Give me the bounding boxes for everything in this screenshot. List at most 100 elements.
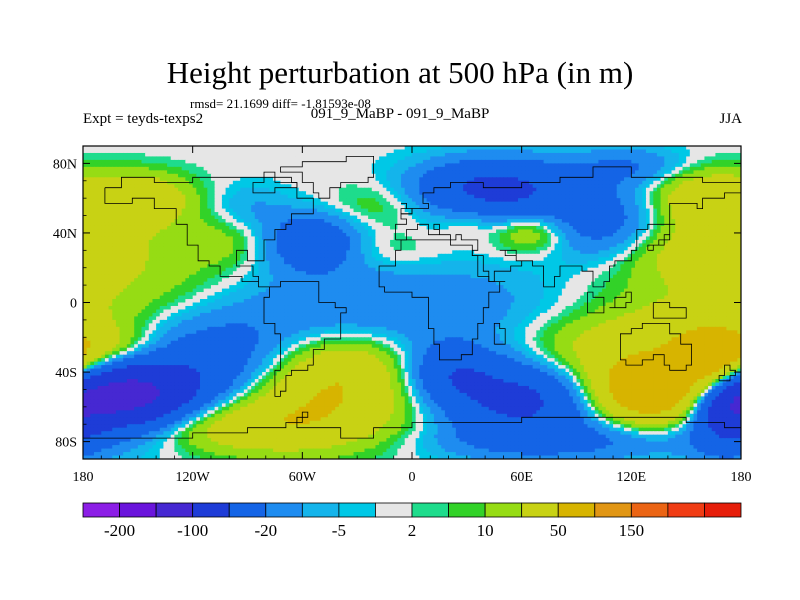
field-cell xyxy=(634,180,640,185)
field-cell xyxy=(284,232,289,238)
field-cell xyxy=(528,198,534,203)
field-cell xyxy=(452,149,457,154)
field-cell xyxy=(86,229,91,234)
field-cell xyxy=(214,173,219,178)
field-cell xyxy=(262,225,267,231)
field-cell xyxy=(145,184,150,189)
field-cell xyxy=(558,236,563,241)
field-cell xyxy=(510,177,515,182)
field-cell xyxy=(525,239,530,244)
field-cell xyxy=(115,225,121,231)
field-cell xyxy=(218,149,223,154)
field-cell xyxy=(210,212,216,217)
field-cell xyxy=(196,198,201,203)
field-cell xyxy=(214,205,219,210)
field-cell xyxy=(441,166,446,171)
field-cell xyxy=(141,146,146,151)
field-cell xyxy=(189,225,194,231)
field-cell xyxy=(620,208,625,213)
field-cell xyxy=(156,219,161,224)
field-cell xyxy=(258,156,263,161)
field-cell xyxy=(287,198,292,203)
field-cell xyxy=(371,177,377,182)
field-cell xyxy=(112,163,117,168)
field-cell xyxy=(309,194,314,199)
field-cell xyxy=(331,194,336,199)
field-cell xyxy=(521,152,526,158)
field-cell xyxy=(496,194,501,199)
field-cell xyxy=(624,229,629,234)
field-cell xyxy=(137,149,143,154)
field-cell xyxy=(218,198,223,203)
field-cell xyxy=(119,198,124,203)
field-cell xyxy=(737,163,741,168)
field-cell xyxy=(309,163,314,168)
field-cell xyxy=(86,222,91,227)
field-cell xyxy=(148,236,154,241)
field-cell xyxy=(93,239,99,244)
field-cell xyxy=(708,229,713,234)
field-cell xyxy=(481,159,486,164)
field-cell xyxy=(163,149,168,154)
field-cell xyxy=(148,173,154,178)
field-cell xyxy=(587,180,592,185)
field-cell xyxy=(631,205,636,210)
field-cell xyxy=(455,146,461,151)
field-cell xyxy=(664,219,669,224)
field-cell xyxy=(196,191,201,196)
field-cell xyxy=(199,163,205,168)
field-cell xyxy=(422,208,428,213)
field-cell xyxy=(580,194,585,199)
field-cell xyxy=(218,163,223,168)
field-cell xyxy=(104,239,110,244)
field-cell xyxy=(704,222,709,227)
field-cell xyxy=(280,156,285,161)
field-cell xyxy=(130,149,135,154)
field-cell xyxy=(156,208,161,213)
field-cell xyxy=(569,163,574,168)
field-cell xyxy=(419,146,424,151)
field-cell xyxy=(470,159,475,164)
field-cell xyxy=(547,163,552,168)
field-cell xyxy=(444,229,450,234)
field-cell xyxy=(181,170,186,175)
field-cell xyxy=(510,208,515,213)
field-cell xyxy=(481,166,486,171)
field-cell xyxy=(426,208,431,213)
field-cell xyxy=(240,170,245,175)
field-cell xyxy=(576,152,581,158)
field-cell xyxy=(722,184,727,189)
field-cell xyxy=(598,184,603,189)
field-cell xyxy=(470,187,475,192)
field-cell xyxy=(565,163,570,168)
field-cell xyxy=(349,194,355,199)
field-cell xyxy=(591,215,596,220)
field-cell xyxy=(470,229,475,234)
field-cell xyxy=(251,146,256,151)
field-cell xyxy=(207,191,212,196)
field-cell xyxy=(521,232,526,238)
field-cell xyxy=(459,184,464,189)
field-cell xyxy=(693,219,698,224)
field-cell xyxy=(704,163,709,168)
field-cell xyxy=(174,163,179,168)
field-cell xyxy=(159,232,165,238)
field-cell xyxy=(199,215,205,220)
field-cell xyxy=(678,225,684,231)
field-cell xyxy=(115,191,121,196)
field-cell xyxy=(671,173,676,178)
field-cell xyxy=(412,166,417,171)
field-cell xyxy=(134,232,139,238)
field-cell xyxy=(419,156,424,161)
field-cell xyxy=(503,222,508,227)
field-cell xyxy=(371,184,377,189)
field-cell xyxy=(251,177,256,182)
field-cell xyxy=(671,156,676,161)
field-cell xyxy=(616,173,621,178)
field-cell xyxy=(455,205,461,210)
field-cell xyxy=(382,215,388,220)
field-cell xyxy=(576,201,581,206)
field-cell xyxy=(368,184,373,189)
field-cell xyxy=(598,201,603,206)
field-cell xyxy=(539,146,545,151)
